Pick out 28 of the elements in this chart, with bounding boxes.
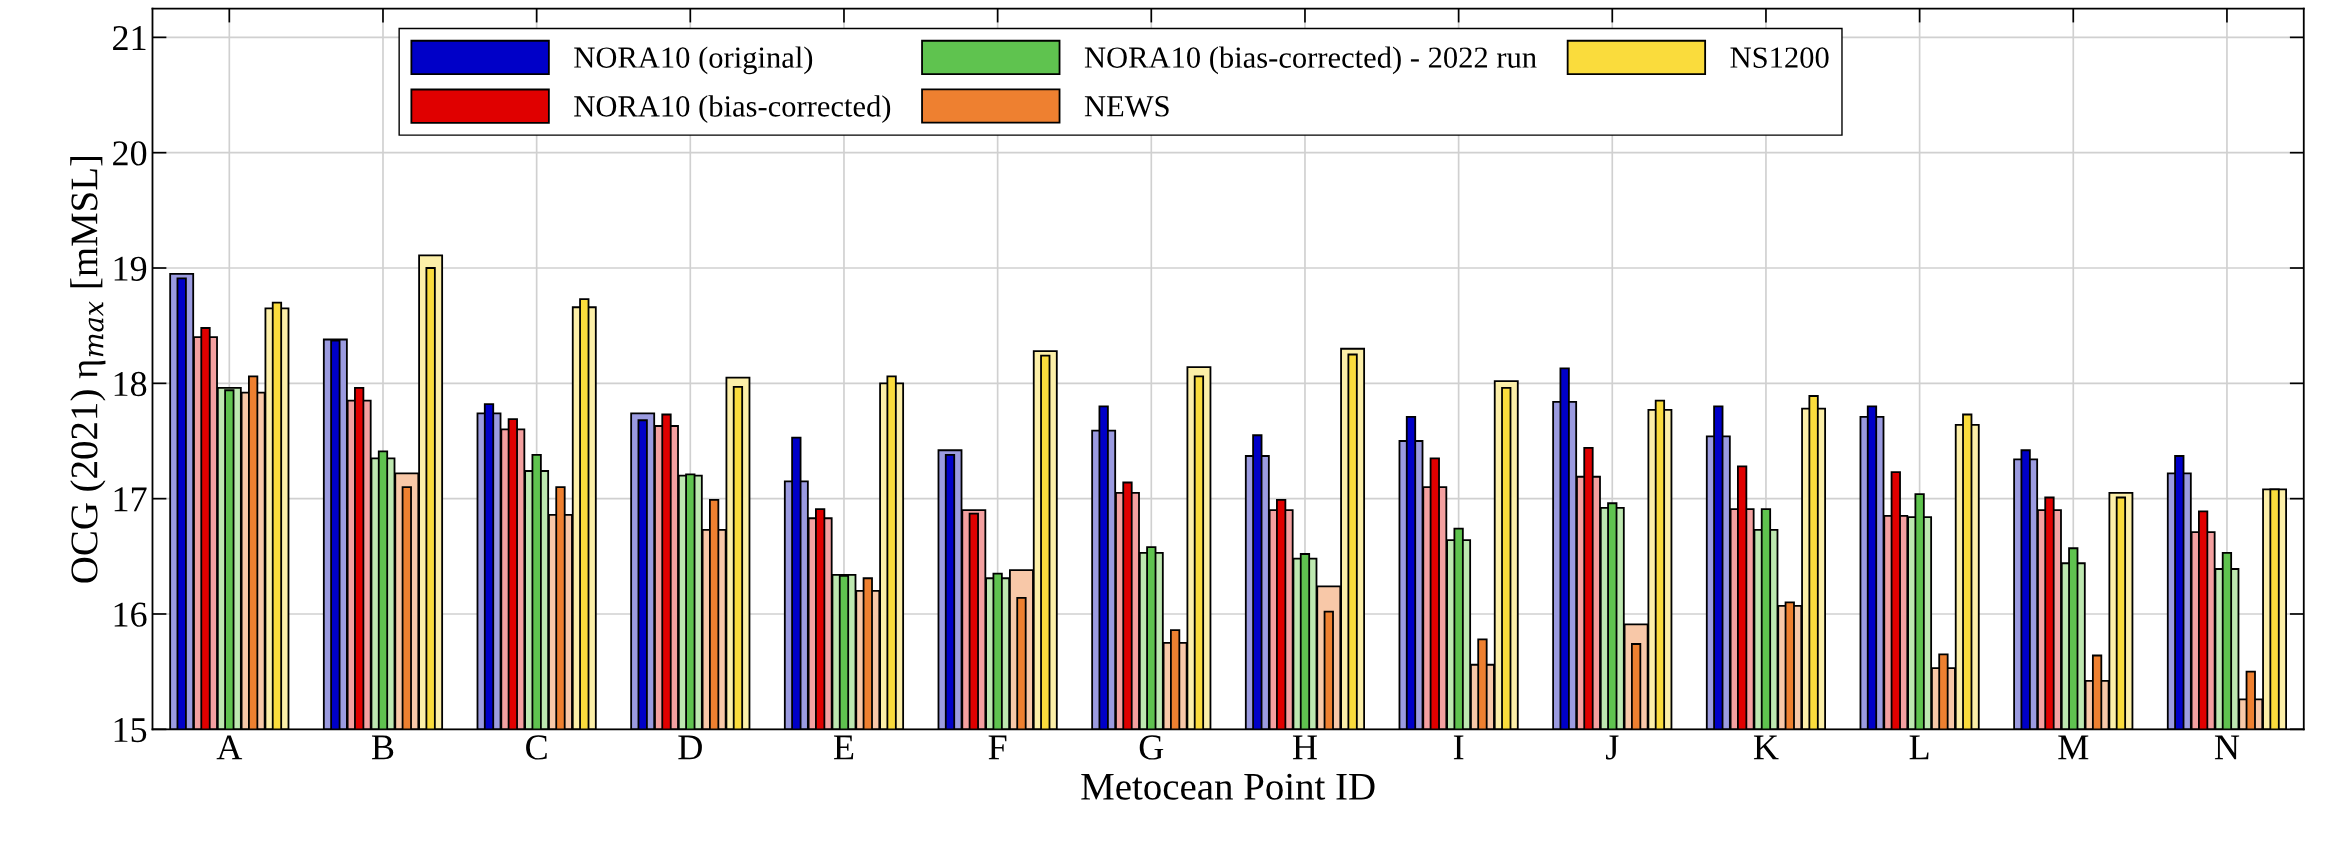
- x-tick-label: A: [216, 735, 243, 760]
- legend-label: NORA10 (original): [574, 46, 813, 75]
- legend-label: NORA10 (bias-corrected) - 2022 run: [1084, 46, 1537, 75]
- x-tick-label: E: [833, 735, 854, 760]
- x-tick-label: N: [2214, 735, 2240, 760]
- x-axis-title: Metocean Point ID: [1081, 773, 1375, 800]
- y-tick-label: 19: [114, 256, 147, 281]
- legend-label: NEWS: [1084, 96, 1169, 117]
- x-tick-label: M: [2058, 735, 2089, 760]
- x-tick-label: C: [526, 735, 547, 760]
- x-tick-label: H: [1292, 735, 1317, 760]
- x-tick-label: J: [1606, 735, 1619, 760]
- x-tick-label: I: [1453, 735, 1464, 760]
- x-tick-label: F: [988, 735, 1007, 760]
- legend-label: NORA10 (bias-corrected): [574, 95, 891, 123]
- legend-label: NS1200: [1730, 47, 1829, 68]
- y-tick-label: 17: [114, 487, 147, 512]
- x-tick-label: B: [371, 735, 394, 760]
- y-tick-label: 18: [114, 371, 147, 397]
- x-tick-label: L: [1909, 735, 1929, 760]
- y-tick-label: 21: [113, 25, 146, 50]
- y-tick-label: 15: [114, 718, 147, 743]
- y-axis-title: OCG (2021) η$_{max}$ [mMSL]: [70, 156, 106, 583]
- y-tick-label: 20: [113, 141, 147, 166]
- y-tick-label: 16: [114, 602, 147, 627]
- x-tick-label: D: [678, 735, 702, 760]
- x-tick-label: K: [1753, 735, 1779, 760]
- x-tick-label: G: [1139, 735, 1164, 760]
